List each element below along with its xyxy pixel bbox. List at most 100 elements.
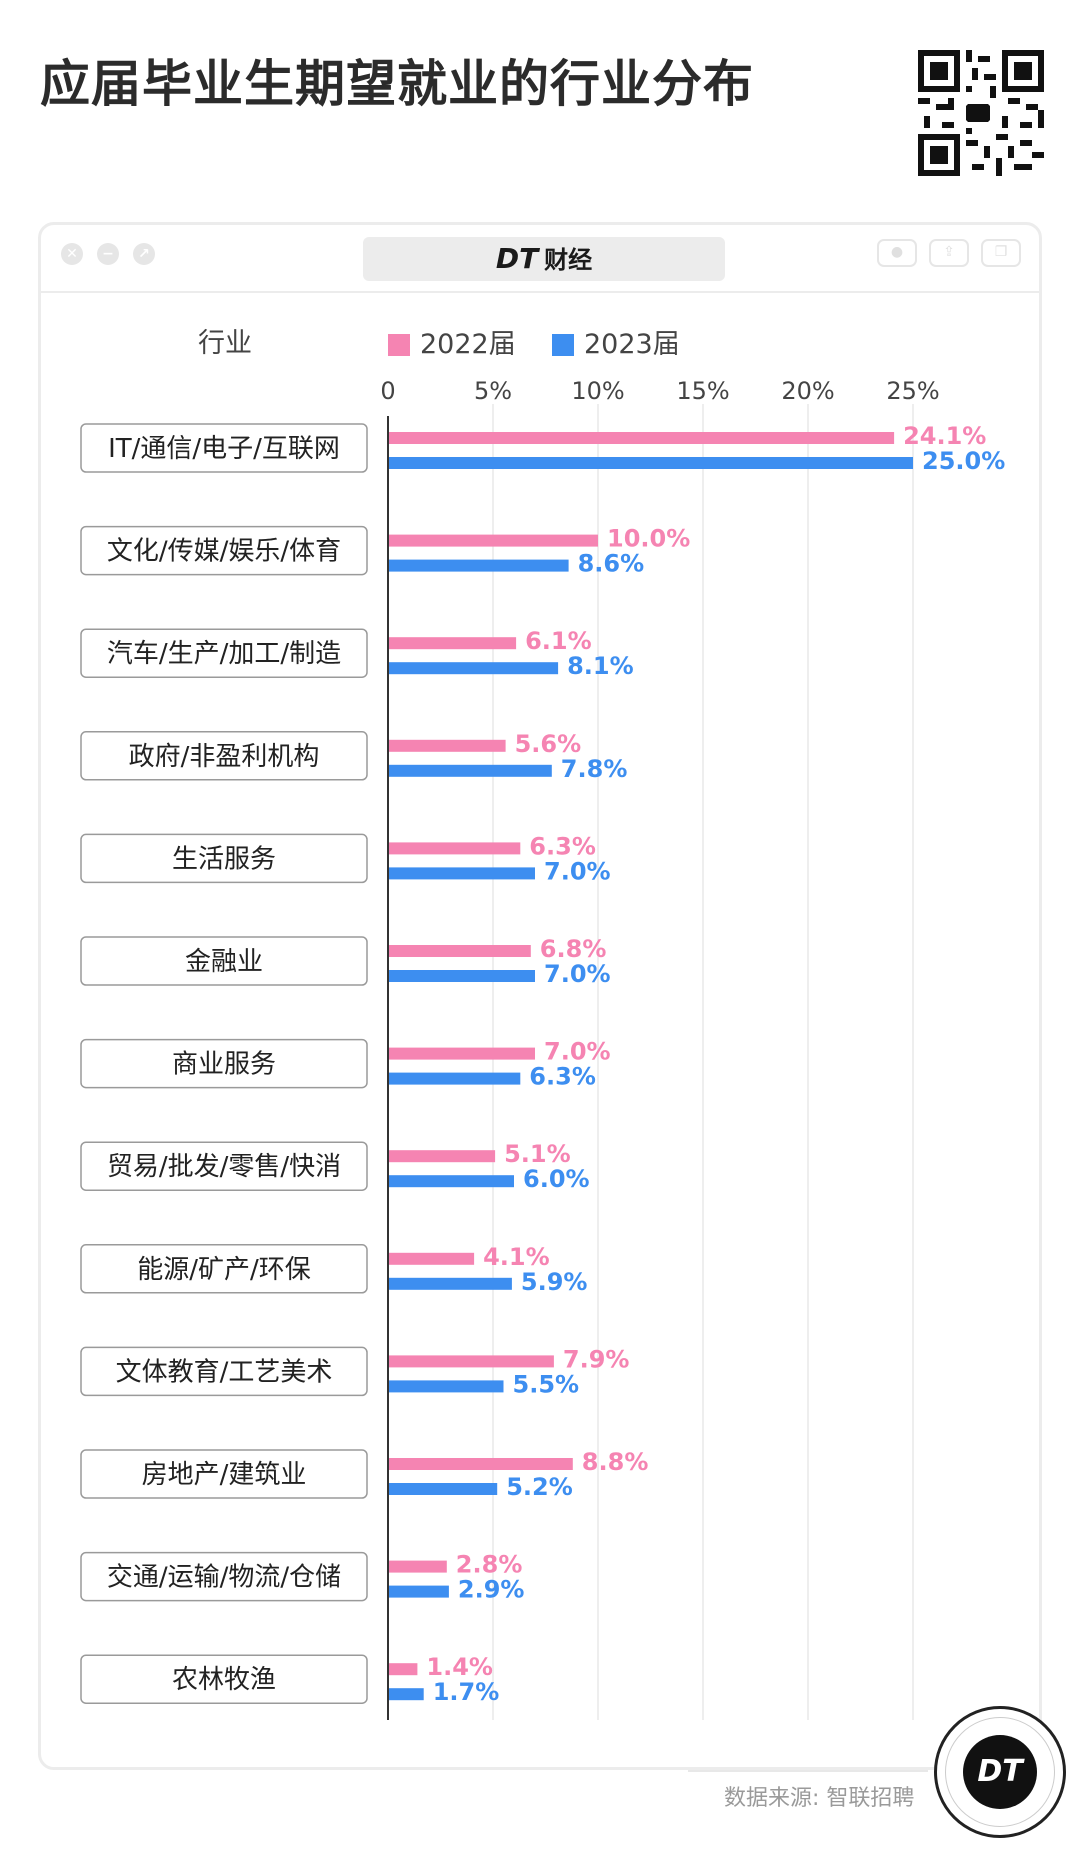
- category-row: 农林牧渔 1.4%1.7%: [80, 1653, 500, 1706]
- category-row: 能源/矿产/环保 4.1%5.9%: [80, 1243, 588, 1296]
- category-label-box: [80, 1551, 368, 1602]
- bar-2023-value-label: 8.1%: [567, 652, 634, 680]
- category-row: 商业服务 7.0%6.3%: [80, 1038, 611, 1091]
- bar-2022: [388, 1663, 418, 1676]
- legend-swatch-2023: [552, 334, 574, 356]
- category-label-box: [80, 731, 368, 781]
- bar-2023-value-label: 8.6%: [578, 550, 645, 578]
- bar-2023: [388, 970, 535, 982]
- brand-logo: DT: [495, 242, 539, 275]
- bar-2022-value-label: 6.1%: [525, 627, 592, 655]
- bar-2022-value-label: 10.0%: [607, 525, 690, 553]
- category-label-box: [80, 1654, 368, 1704]
- category-row: 生活服务 6.3%7.0%: [80, 832, 611, 885]
- source-note: 数据来源: 智联招聘: [724, 1786, 915, 1811]
- category-label: IT/通信/电子/互联网: [108, 434, 340, 464]
- bar-2023: [388, 1688, 424, 1701]
- bar-2022: [388, 842, 521, 855]
- legend-label-2022: 2022届: [420, 329, 516, 360]
- category-label: 金融业: [185, 947, 263, 977]
- window-title-pill: DT 财经: [363, 237, 725, 281]
- legend-swatch-2022: [388, 334, 410, 356]
- bar-2022: [388, 739, 506, 752]
- category-label: 交通/运输/物流/仓储: [107, 1563, 341, 1593]
- qr-code: [918, 50, 1044, 176]
- category-row: 汽车/生产/加工/制造 6.1%8.1%: [80, 627, 634, 680]
- category-label-box: [80, 628, 368, 678]
- bar-2023: [388, 1175, 514, 1188]
- dt-badge-logo: DT: [963, 1735, 1037, 1809]
- bar-2023: [388, 1277, 512, 1290]
- bar-2022-value-label: 1.4%: [426, 1653, 493, 1681]
- brand-name: 财经: [544, 246, 593, 274]
- bar-2022: [388, 1252, 475, 1265]
- share-icon[interactable]: ⇪: [929, 239, 969, 267]
- bar-2022-value-label: 2.8%: [456, 1551, 523, 1579]
- x-tick-label: 25%: [886, 377, 939, 405]
- category-row: 文化/传媒/娱乐/体育 10.0%8.6%: [80, 525, 690, 578]
- close-icon[interactable]: ✕: [61, 243, 83, 265]
- bar-2023-value-label: 5.9%: [521, 1268, 588, 1296]
- category-label-box: [80, 1346, 368, 1397]
- category-label-box: [80, 1141, 368, 1191]
- copy-icon[interactable]: ❐: [981, 239, 1021, 267]
- x-tick-label: 10%: [571, 377, 624, 405]
- bar-2023-value-label: 2.9%: [458, 1576, 525, 1604]
- bar-2023-value-label: 5.5%: [513, 1370, 580, 1398]
- bar-2023-value-label: 7.0%: [544, 857, 611, 885]
- bar-2022-value-label: 4.1%: [483, 1243, 550, 1271]
- minimize-icon[interactable]: −: [97, 243, 119, 265]
- bar-2022: [388, 637, 517, 650]
- bar-2023: [388, 457, 913, 469]
- x-tick-label: 0: [380, 377, 395, 405]
- bar-2022: [388, 945, 531, 957]
- dt-badge-ring: [945, 1717, 1055, 1827]
- bar-2023-value-label: 6.3%: [529, 1063, 596, 1091]
- window-titlebar: ✕ − ↗ DT 财经 ● ⇪ ❐: [41, 225, 1039, 293]
- category-label-box: [80, 423, 368, 473]
- x-tick-label: 20%: [781, 377, 834, 405]
- bar-2023-value-label: 6.0%: [523, 1165, 590, 1193]
- category-label: 文化/传媒/娱乐/体育: [107, 537, 341, 567]
- legend-label-2023: 2023届: [584, 329, 680, 360]
- bar-2022-value-label: 24.1%: [903, 422, 986, 450]
- category-label: 房地产/建筑业: [142, 1460, 307, 1490]
- bar-2022: [388, 1560, 447, 1573]
- bar-2023-value-label: 1.7%: [433, 1678, 500, 1706]
- category-label-box: [80, 833, 368, 884]
- bar-2022: [388, 1150, 496, 1163]
- bar-2022-value-label: 5.1%: [504, 1140, 571, 1168]
- app-window: ✕ − ↗ DT 财经 ● ⇪ ❐: [38, 222, 1042, 1770]
- bar-2023-value-label: 5.2%: [506, 1473, 573, 1501]
- bar-2023: [388, 764, 552, 777]
- page-title: 应届毕业生期望就业的行业分布: [40, 55, 754, 113]
- bar-2022-value-label: 7.0%: [544, 1038, 611, 1066]
- category-label-box: [80, 936, 368, 986]
- source-divider: [688, 1770, 928, 1772]
- bar-2023: [388, 1072, 521, 1085]
- bars: IT/通信/电子/互联网 24.1%25.0%文化/传媒/娱乐/体育 10.0%8.…: [80, 422, 1005, 1706]
- x-axis-ticks: 0 5% 10% 15% 20% 25%: [380, 377, 939, 405]
- x-tick-label: 5%: [474, 377, 512, 405]
- record-icon[interactable]: ●: [877, 239, 917, 267]
- category-row: 政府/非盈利机构 5.6%7.8%: [80, 730, 628, 783]
- bar-2022: [388, 1047, 535, 1060]
- category-row: 金融业 6.8%7.0%: [80, 935, 611, 988]
- bar-2023: [388, 559, 569, 572]
- x-tick-label: 15%: [676, 377, 729, 405]
- bar-2023: [388, 1585, 449, 1598]
- category-label-box: [80, 1449, 368, 1499]
- category-label: 政府/非盈利机构: [129, 742, 320, 772]
- bar-2023-value-label: 7.8%: [561, 755, 628, 783]
- bar-2023: [388, 1483, 498, 1495]
- category-label: 商业服务: [172, 1050, 276, 1080]
- category-label-box: [80, 1038, 368, 1089]
- maximize-icon[interactable]: ↗: [133, 243, 155, 265]
- bar-2022-value-label: 6.3%: [529, 832, 596, 860]
- category-label: 生活服务: [172, 844, 276, 874]
- bar-2023: [388, 662, 559, 675]
- category-label: 农林牧渔: [172, 1665, 276, 1695]
- category-row: 文体教育/工艺美术 7.9%5.5%: [80, 1345, 629, 1398]
- category-label: 能源/矿产/环保: [137, 1255, 311, 1285]
